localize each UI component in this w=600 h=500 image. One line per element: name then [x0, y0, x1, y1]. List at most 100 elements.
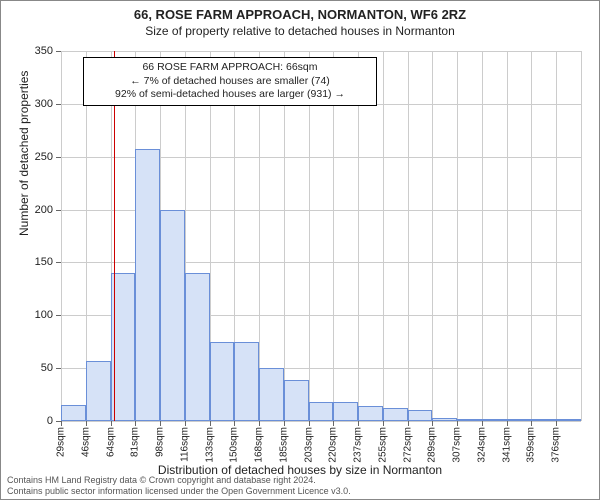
- x-tick-label: 220sqm: [328, 427, 339, 463]
- y-tick-label: 0: [47, 415, 53, 427]
- histogram-bar: [457, 419, 482, 421]
- x-tick-label: 185sqm: [278, 427, 289, 463]
- grid-line-v: [309, 51, 310, 421]
- plot-area: 05010015020025030035029sqm46sqm64sqm81sq…: [61, 51, 581, 421]
- histogram-bar: [556, 419, 581, 421]
- grid-line-v: [556, 51, 557, 421]
- x-tick-label: 272sqm: [402, 427, 413, 463]
- x-tick: [309, 421, 310, 426]
- histogram-bar: [383, 408, 408, 421]
- x-tick-label: 376sqm: [551, 427, 562, 463]
- x-tick: [61, 421, 62, 426]
- x-tick: [86, 421, 87, 426]
- x-tick-label: 289sqm: [427, 427, 438, 463]
- chart-title: 66, ROSE FARM APPROACH, NORMANTON, WF6 2…: [1, 7, 599, 22]
- grid-line-v: [482, 51, 483, 421]
- x-tick: [210, 421, 211, 426]
- x-tick: [408, 421, 409, 426]
- histogram-bar: [61, 405, 86, 421]
- x-tick: [185, 421, 186, 426]
- y-tick-label: 250: [35, 151, 53, 163]
- histogram-bar: [531, 419, 556, 421]
- histogram-bar: [210, 342, 235, 421]
- histogram-bar: [135, 149, 160, 421]
- y-tick-label: 150: [35, 256, 53, 268]
- x-tick-label: 203sqm: [303, 427, 314, 463]
- y-tick-label: 300: [35, 98, 53, 110]
- x-tick-label: 150sqm: [229, 427, 240, 463]
- y-tick-label: 100: [35, 309, 53, 321]
- grid-line-v: [457, 51, 458, 421]
- annotation-box: 66 ROSE FARM APPROACH: 66sqm ← 7% of det…: [83, 57, 377, 106]
- histogram-bar: [259, 368, 284, 421]
- grid-line-v: [507, 51, 508, 421]
- x-tick: [234, 421, 235, 426]
- x-tick: [531, 421, 532, 426]
- annotation-line: 92% of semi-detached houses are larger (…: [90, 88, 370, 102]
- grid-line-v: [432, 51, 433, 421]
- grid-line-v: [383, 51, 384, 421]
- chart-container: 66, ROSE FARM APPROACH, NORMANTON, WF6 2…: [0, 0, 600, 500]
- x-tick: [358, 421, 359, 426]
- annotation-line: 66 ROSE FARM APPROACH: 66sqm: [90, 61, 370, 75]
- x-tick-label: 81sqm: [130, 427, 141, 457]
- histogram-bar: [432, 418, 457, 421]
- x-tick-label: 98sqm: [155, 427, 166, 457]
- grid-line-v: [581, 51, 582, 421]
- histogram-bar: [185, 273, 210, 421]
- histogram-bar: [333, 402, 358, 421]
- histogram-bar: [160, 210, 185, 421]
- x-tick: [135, 421, 136, 426]
- grid-line-v: [333, 51, 334, 421]
- y-axis-label: Number of detached properties: [17, 71, 31, 236]
- x-tick-label: 324sqm: [476, 427, 487, 463]
- histogram-bar: [86, 361, 111, 421]
- grid-line-v: [61, 51, 62, 421]
- footer-line: Contains HM Land Registry data © Crown c…: [7, 475, 351, 486]
- x-tick-label: 133sqm: [204, 427, 215, 463]
- x-tick: [482, 421, 483, 426]
- x-tick-label: 64sqm: [105, 427, 116, 457]
- marker-line: [114, 51, 115, 421]
- histogram-bar: [234, 342, 259, 421]
- x-tick-label: 307sqm: [452, 427, 463, 463]
- grid-line-v: [408, 51, 409, 421]
- y-tick-label: 200: [35, 204, 53, 216]
- footer-line: Contains public sector information licen…: [7, 486, 351, 497]
- chart-subtitle: Size of property relative to detached ho…: [1, 24, 599, 38]
- x-tick-label: 359sqm: [526, 427, 537, 463]
- x-tick-label: 29sqm: [56, 427, 67, 457]
- grid-line-v: [531, 51, 532, 421]
- histogram-bar: [309, 402, 334, 421]
- x-tick: [383, 421, 384, 426]
- x-tick: [111, 421, 112, 426]
- title-block: 66, ROSE FARM APPROACH, NORMANTON, WF6 2…: [1, 1, 599, 38]
- x-tick-label: 341sqm: [501, 427, 512, 463]
- x-tick-label: 237sqm: [353, 427, 364, 463]
- annotation-line: ← 7% of detached houses are smaller (74): [90, 75, 370, 89]
- y-tick-label: 50: [41, 362, 53, 374]
- histogram-bar: [408, 410, 433, 421]
- histogram-bar: [507, 419, 532, 421]
- grid-line-v: [358, 51, 359, 421]
- x-tick: [507, 421, 508, 426]
- x-tick-label: 116sqm: [179, 427, 190, 462]
- grid-line-h: [61, 421, 581, 422]
- x-tick: [556, 421, 557, 426]
- grid-line-h: [61, 51, 581, 52]
- x-tick: [160, 421, 161, 426]
- x-tick: [333, 421, 334, 426]
- x-tick: [259, 421, 260, 426]
- histogram-bar: [284, 380, 309, 421]
- x-tick-label: 255sqm: [377, 427, 388, 463]
- grid-line-v: [284, 51, 285, 421]
- x-tick-label: 46sqm: [80, 427, 91, 457]
- footer-attribution: Contains HM Land Registry data © Crown c…: [7, 475, 351, 497]
- grid-line-v: [259, 51, 260, 421]
- histogram-bar: [358, 406, 383, 421]
- x-tick: [284, 421, 285, 426]
- x-tick: [432, 421, 433, 426]
- histogram-bar: [482, 419, 507, 421]
- y-tick-label: 350: [35, 45, 53, 57]
- x-tick-label: 168sqm: [254, 427, 265, 463]
